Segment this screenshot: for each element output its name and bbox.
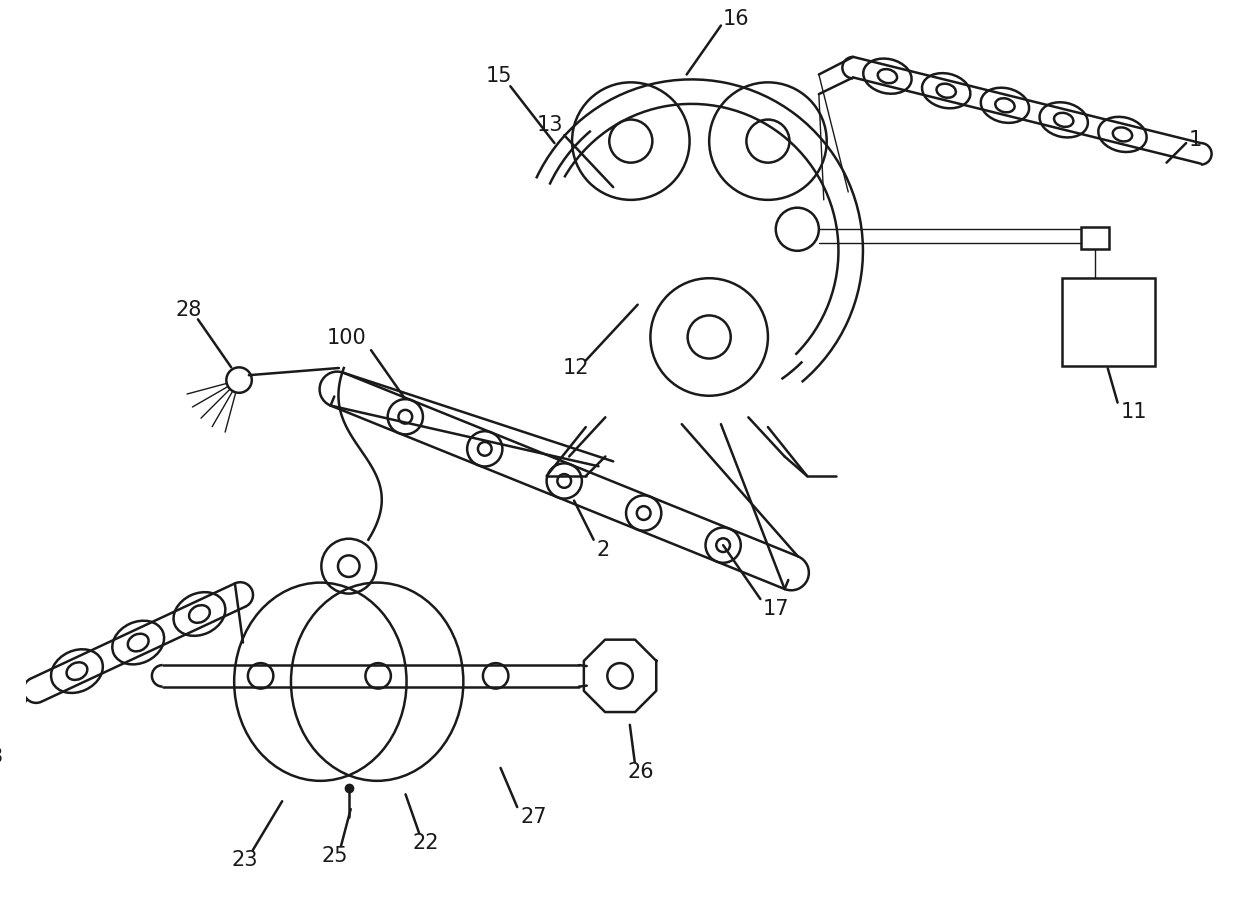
- Text: 1: 1: [1189, 130, 1203, 150]
- Text: 11: 11: [1121, 402, 1147, 422]
- Bar: [1081, 227, 1109, 249]
- Text: 27: 27: [520, 807, 547, 827]
- Text: 22: 22: [413, 833, 439, 854]
- Text: 17: 17: [763, 599, 789, 619]
- Text: 12: 12: [562, 359, 589, 378]
- Text: 25: 25: [321, 846, 348, 866]
- Text: 26: 26: [627, 761, 655, 782]
- Text: 16: 16: [723, 8, 749, 29]
- Text: 2: 2: [596, 540, 610, 560]
- Bar: [1061, 278, 1154, 367]
- Text: 100: 100: [327, 328, 367, 348]
- Text: 23: 23: [231, 850, 258, 870]
- Text: 13: 13: [537, 116, 563, 136]
- Text: 28: 28: [175, 299, 202, 320]
- Text: 15: 15: [486, 67, 512, 87]
- Text: 3: 3: [0, 747, 2, 767]
